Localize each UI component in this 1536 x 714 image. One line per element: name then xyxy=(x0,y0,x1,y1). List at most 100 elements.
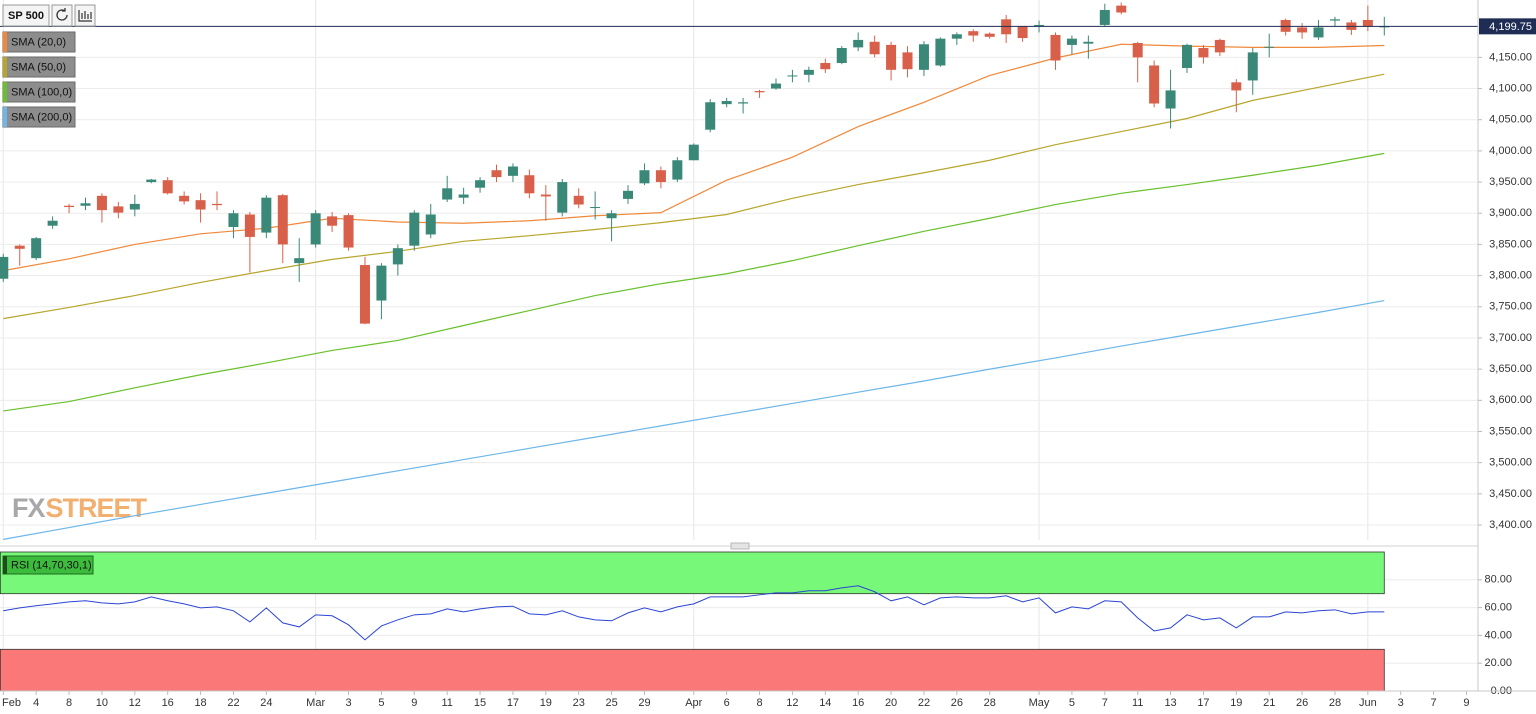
x-tick-label: 19 xyxy=(1230,697,1242,709)
candle-body xyxy=(754,91,765,93)
symbol-box[interactable] xyxy=(2,4,50,27)
candle-body xyxy=(968,31,979,36)
x-tick-label: 24 xyxy=(260,697,272,709)
refresh-button[interactable] xyxy=(51,4,73,27)
x-tick-label: 5 xyxy=(378,697,384,709)
y-tick-label: 3,900.00 xyxy=(1489,207,1532,219)
candle-body xyxy=(64,205,75,208)
x-tick-label: 9 xyxy=(1463,697,1469,709)
candle-body xyxy=(1247,52,1258,81)
last-price-box xyxy=(1479,18,1536,35)
x-tick-label: 8 xyxy=(66,697,72,709)
candle-body xyxy=(14,245,25,249)
sma-line xyxy=(3,73,1385,320)
x-tick-label: 21 xyxy=(1263,697,1275,709)
indicator-legend-swatch xyxy=(3,57,7,77)
sma-line xyxy=(3,299,1385,540)
candle-body xyxy=(359,265,370,324)
candle-body xyxy=(1297,27,1308,33)
x-tick-label: 11 xyxy=(441,697,452,709)
x-tick-label: 6 xyxy=(724,697,730,709)
candle-body xyxy=(1083,41,1094,44)
x-tick-label: 18 xyxy=(194,697,206,709)
candle-body xyxy=(902,52,913,70)
candle-body xyxy=(951,34,962,39)
candle-body xyxy=(96,195,107,211)
front-layer: Feb 4 8 10 12 16 18 22 24 Mar 3 5 9 11 15 17 19 23 25 29 Apr… xyxy=(0,18,1536,709)
last-price-label: 4,199.75 xyxy=(1489,21,1532,33)
candle-body xyxy=(409,212,420,246)
candle-body xyxy=(1116,5,1127,13)
y-tick-label: 4,050.00 xyxy=(1489,114,1532,126)
candle-body xyxy=(1264,46,1275,48)
indicator-legend-swatch xyxy=(3,32,7,52)
candle-body xyxy=(277,195,288,245)
candle-body xyxy=(573,195,584,205)
candle-body xyxy=(672,160,683,180)
x-tick-label: 17 xyxy=(1197,697,1209,709)
candle-body xyxy=(803,69,814,75)
candle-body xyxy=(129,203,140,210)
x-tick-label: 10 xyxy=(96,697,108,709)
candle-body xyxy=(1050,34,1061,61)
candle-body xyxy=(261,197,272,233)
x-tick-label: 29 xyxy=(638,697,650,709)
candle-body xyxy=(1165,90,1176,109)
x-tick-label: 22 xyxy=(227,697,239,709)
candle-body xyxy=(886,44,897,70)
y-tick-label: 20.00 xyxy=(1484,657,1512,669)
candle-body xyxy=(770,83,781,89)
x-tick-label: 13 xyxy=(1164,697,1176,709)
y-tick-label: 3,850.00 xyxy=(1489,238,1532,250)
candle-body xyxy=(557,182,568,213)
candle-body xyxy=(294,258,305,264)
candle-body xyxy=(935,38,946,66)
x-tick-label: 19 xyxy=(540,697,552,709)
candle-body xyxy=(327,216,338,226)
y-tick-label: 60.00 xyxy=(1484,602,1512,614)
candle-body xyxy=(918,44,929,70)
rsi-lines xyxy=(3,585,1385,641)
candle-body xyxy=(507,166,518,176)
candle-body xyxy=(195,200,206,210)
y-tick-label: 3,950.00 xyxy=(1489,176,1532,188)
y-tick-label: 3,550.00 xyxy=(1489,425,1532,437)
x-tick-label: 14 xyxy=(819,697,831,709)
candle-body xyxy=(458,194,469,198)
candle-body xyxy=(1182,44,1193,68)
candle-body xyxy=(392,248,403,265)
candle-body xyxy=(179,195,190,202)
sma-line xyxy=(3,152,1385,412)
candle-body xyxy=(1017,26,1028,39)
candle-body xyxy=(721,101,732,105)
y-tick-label: 3,600.00 xyxy=(1489,394,1532,406)
x-tick-label: May xyxy=(1029,697,1050,709)
x-tick-label: 26 xyxy=(951,697,963,709)
x-tick-label: 8 xyxy=(756,697,762,709)
candle-body xyxy=(590,207,601,209)
candle-body xyxy=(1231,82,1242,91)
y-tick-label: 3,650.00 xyxy=(1489,363,1532,375)
x-tick-label: 3 xyxy=(1398,697,1404,709)
candle-body xyxy=(688,144,699,161)
candle-body xyxy=(655,170,666,183)
candle-body xyxy=(639,170,650,184)
x-tick-label: 3 xyxy=(345,697,351,709)
candle-body xyxy=(376,265,387,301)
indicator-legend-label: SMA (200,0) xyxy=(11,111,72,123)
x-tick-label: 17 xyxy=(507,697,519,709)
candle-body xyxy=(836,48,847,63)
x-tick-label: Apr xyxy=(685,697,702,709)
y-tick-label: 3,750.00 xyxy=(1489,301,1532,313)
indicator-legend-label: SMA (20,0) xyxy=(11,36,66,48)
y-tick-label: 80.00 xyxy=(1484,574,1512,586)
x-tick-label: 22 xyxy=(918,697,930,709)
x-tick-label: Jun xyxy=(1359,697,1377,709)
indicator-legend-label: SMA (100,0) xyxy=(11,86,72,98)
candle-body xyxy=(1362,19,1373,27)
panel-resize-handle[interactable] xyxy=(730,542,750,550)
rsi-legend-label: RSI (14,70,30,1) xyxy=(11,559,92,571)
rsi-band xyxy=(0,551,1385,595)
